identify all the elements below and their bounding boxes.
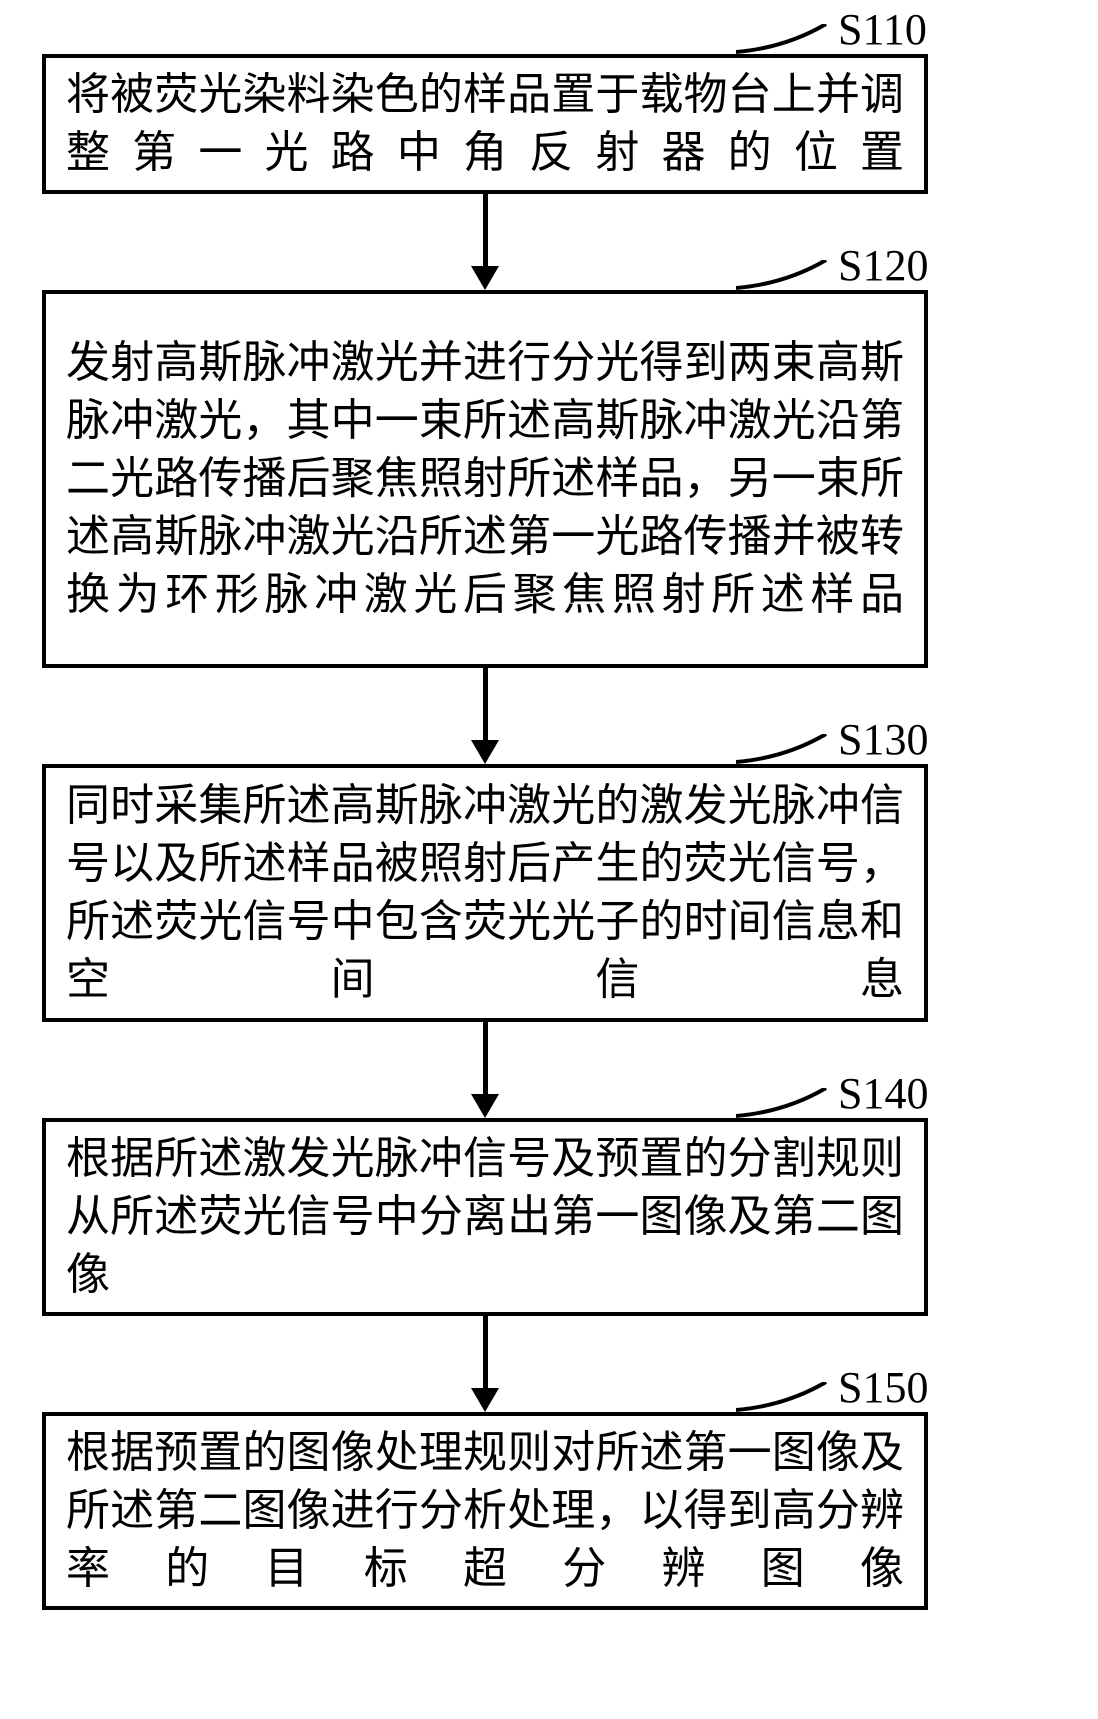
step-text: 将被荧光染料染色的样品置于载物台上并调整第一光路中角反射器的位置 (66, 66, 904, 182)
arrow-head-1 (471, 266, 499, 290)
flowchart-step-s130: 同时采集所述高斯脉冲激光的激发光脉冲信号以及所述样品被照射后产生的荧光信号，所述… (42, 764, 928, 1022)
flowchart-canvas: 将被荧光染料染色的样品置于载物台上并调整第一光路中角反射器的位置 S110 发射高斯… (0, 0, 1098, 1719)
arrow-line-4 (483, 1316, 488, 1388)
label-leader-s150 (736, 1382, 830, 1414)
arrow-head-4 (471, 1388, 499, 1412)
arrow-head-3 (471, 1094, 499, 1118)
flowchart-step-s150: 根据预置的图像处理规则对所述第一图像及所述第二图像进行分析处理，以得到高分辨率的… (42, 1412, 928, 1610)
step-label-s120: S120 (838, 240, 928, 291)
label-leader-s120 (736, 260, 830, 292)
label-leader-s110 (736, 24, 830, 56)
arrow-line-2 (483, 668, 488, 740)
step-label-s130: S130 (838, 714, 928, 765)
step-label-s110: S110 (838, 4, 927, 55)
flowchart-step-s110: 将被荧光染料染色的样品置于载物台上并调整第一光路中角反射器的位置 (42, 54, 928, 194)
step-text: 根据预置的图像处理规则对所述第一图像及所述第二图像进行分析处理，以得到高分辨率的… (66, 1424, 904, 1598)
step-text: 发射高斯脉冲激光并进行分光得到两束高斯脉冲激光，其中一束所述高斯脉冲激光沿第二光… (66, 334, 904, 624)
step-label-s140: S140 (838, 1068, 928, 1119)
flowchart-step-s140: 根据所述激发光脉冲信号及预置的分割规则从所述荧光信号中分离出第一图像及第二图像 (42, 1118, 928, 1316)
flowchart-step-s120: 发射高斯脉冲激光并进行分光得到两束高斯脉冲激光，其中一束所述高斯脉冲激光沿第二光… (42, 290, 928, 668)
arrow-head-2 (471, 740, 499, 764)
step-text: 同时采集所述高斯脉冲激光的激发光脉冲信号以及所述样品被照射后产生的荧光信号，所述… (66, 777, 904, 1009)
label-leader-s130 (736, 734, 830, 766)
arrow-line-1 (483, 194, 488, 266)
arrow-line-3 (483, 1022, 488, 1094)
label-leader-s140 (736, 1088, 830, 1120)
step-text: 根据所述激发光脉冲信号及预置的分割规则从所述荧光信号中分离出第一图像及第二图像 (66, 1130, 904, 1304)
step-label-s150: S150 (838, 1362, 928, 1413)
